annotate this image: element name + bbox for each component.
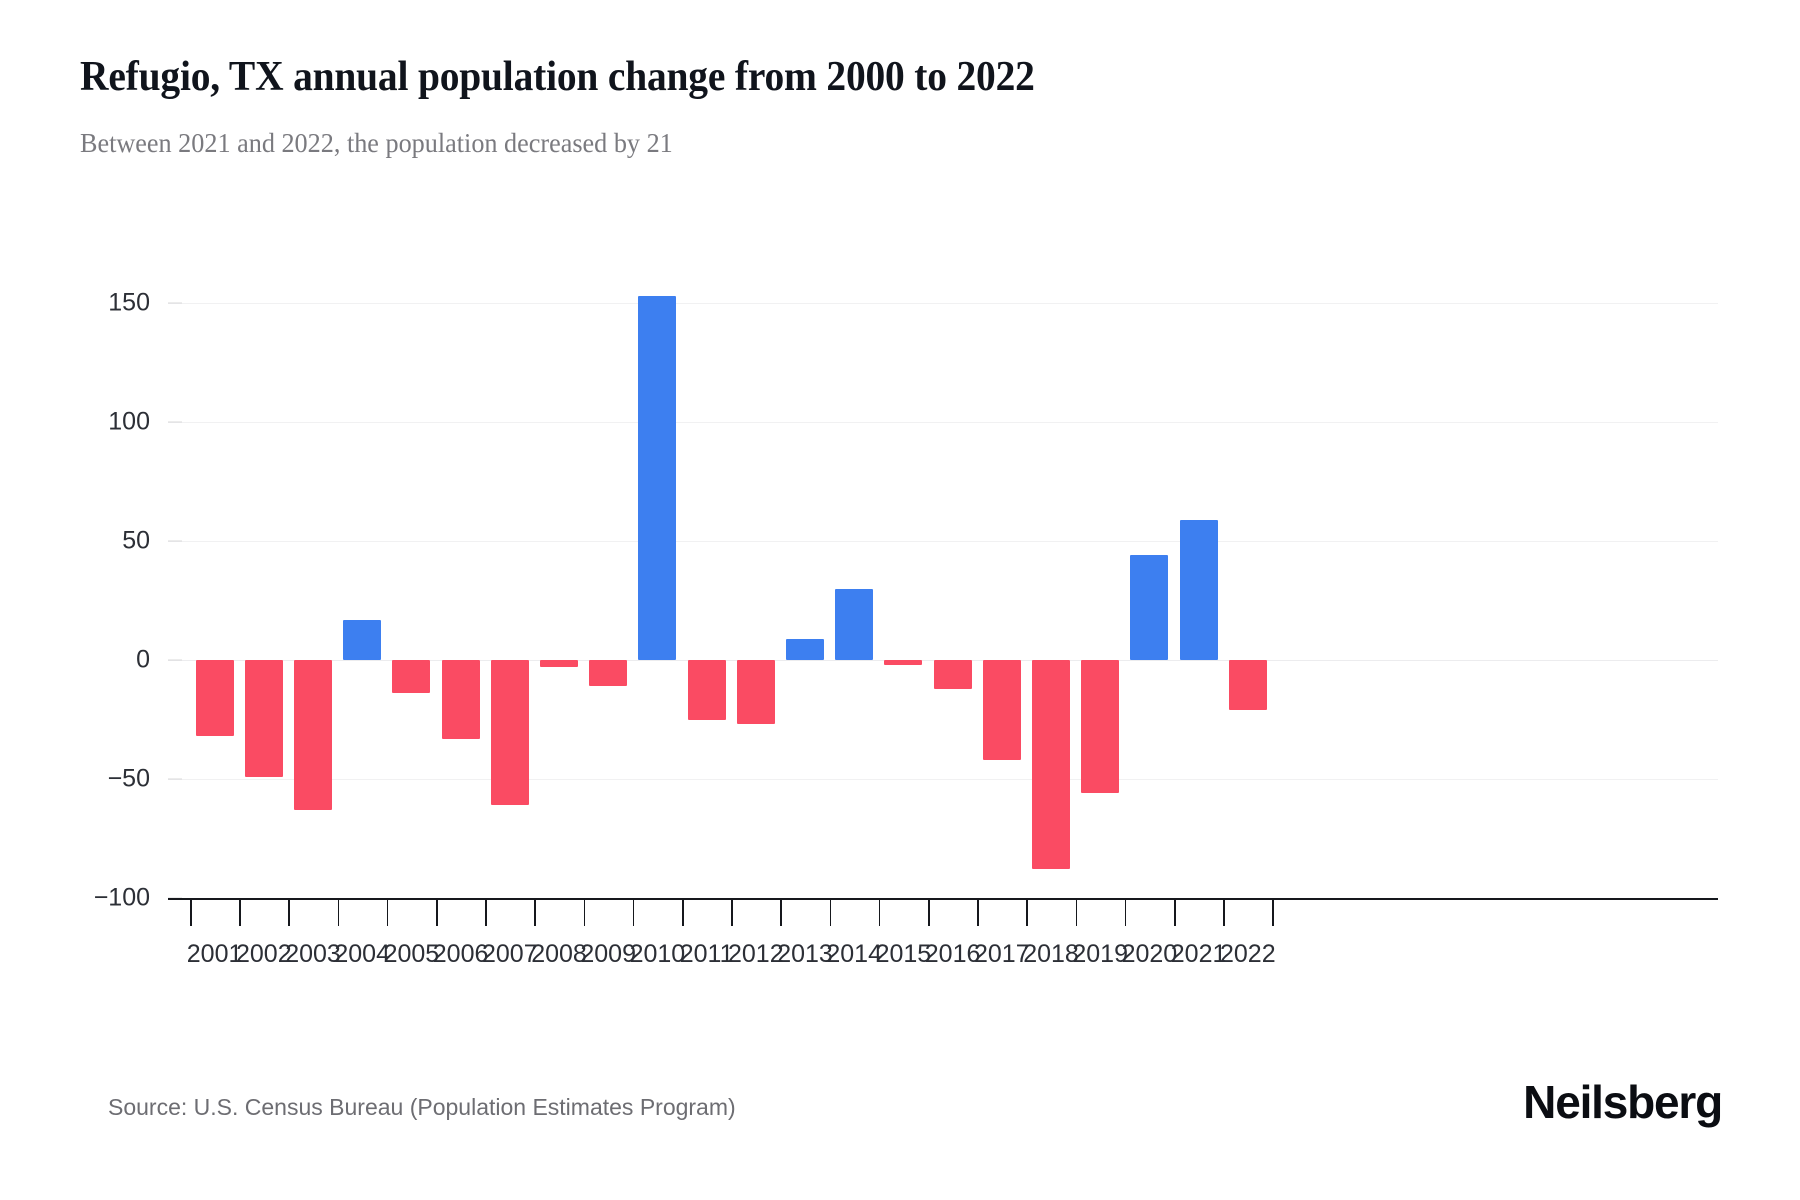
x-axis-label-2015: 2015 <box>875 940 932 968</box>
bar-2013[interactable] <box>786 638 824 660</box>
x-tick-mark-2014 <box>829 898 832 926</box>
x-axis-label-2012: 2012 <box>727 940 784 968</box>
x-axis-label-2005: 2005 <box>383 940 440 968</box>
y-axis-label-0: 0 <box>136 645 150 674</box>
x-tick-mark-2013 <box>780 898 782 926</box>
x-axis-label-2002: 2002 <box>235 940 292 968</box>
bar-2002[interactable] <box>244 660 283 777</box>
x-axis-label-2004: 2004 <box>334 940 390 968</box>
x-axis-label-2017: 2017 <box>973 940 1030 968</box>
x-axis-label-2009: 2009 <box>580 940 636 968</box>
y-axis-label--100: −100 <box>93 883 150 912</box>
x-tick-mark-2006 <box>436 898 438 926</box>
chart-subtitle: Between 2021 and 2022, the population de… <box>80 128 673 158</box>
x-tick-mark-2005 <box>386 898 389 926</box>
x-axis-label-2007: 2007 <box>481 940 538 968</box>
x-tick-mark-2001 <box>190 898 192 926</box>
x-tick-mark-2020 <box>1124 898 1127 926</box>
x-tick-mark-2010 <box>632 898 635 926</box>
x-axis-label-2018: 2018 <box>1023 940 1079 968</box>
x-tick-mark-2016 <box>928 898 930 926</box>
x-tick-mark-2017 <box>977 898 979 926</box>
y-axis-label-50: 50 <box>122 526 150 555</box>
x-axis-label-2006: 2006 <box>432 940 489 968</box>
x-axis-label-2019: 2019 <box>1072 940 1128 968</box>
bar-2008[interactable] <box>540 660 578 668</box>
x-tick-mark-2009 <box>583 898 586 926</box>
x-axis-line <box>168 898 1718 900</box>
x-tick-mark-2004 <box>337 898 340 926</box>
chart-title: Refugio, TX annual population change fro… <box>80 54 1035 100</box>
x-tick-mark-2011 <box>682 898 684 926</box>
bar-2015[interactable] <box>884 660 923 665</box>
bar-2019[interactable] <box>1081 660 1120 794</box>
gridline-50 <box>168 541 1718 542</box>
bar-2010[interactable] <box>638 295 677 660</box>
brand-logo: Neilsberg <box>1523 1076 1723 1128</box>
source-note: Source: U.S. Census Bureau (Population E… <box>108 1094 736 1120</box>
plot-area: 150 100 50 0 −50 −100 2001 2002 2003 2004 2005 2006… <box>94 270 1718 968</box>
x-axis-label-2020: 2020 <box>1121 940 1178 968</box>
x-tick-mark-2022 <box>1223 898 1225 926</box>
x-tick-mark-2002 <box>239 898 241 926</box>
x-axis-label-2008: 2008 <box>531 940 587 968</box>
bar-2004[interactable] <box>343 619 382 660</box>
x-axis-label-2022: 2022 <box>1219 940 1276 968</box>
bar-2014[interactable] <box>835 588 874 660</box>
bar-2017[interactable] <box>982 660 1021 760</box>
bar-2001[interactable] <box>195 660 234 737</box>
gridline-100 <box>168 422 1718 423</box>
x-tick-mark-2012 <box>731 898 733 926</box>
x-axis-label-2014: 2014 <box>826 940 882 968</box>
x-tick-mark-end <box>1272 898 1274 926</box>
y-axis-label--50: −50 <box>107 764 150 793</box>
x-tick-mark-2008 <box>534 898 536 926</box>
x-tick-mark-2007 <box>485 898 487 926</box>
x-axis-label-2003: 2003 <box>285 940 341 968</box>
y-axis-label-150: 150 <box>108 288 150 317</box>
y-tick-mark <box>168 778 182 780</box>
bar-2012[interactable] <box>736 660 775 725</box>
y-tick-mark <box>168 421 182 423</box>
x-axis-label-2016: 2016 <box>924 940 981 968</box>
bar-2006[interactable] <box>441 660 480 739</box>
bar-2020[interactable] <box>1130 555 1169 660</box>
bar-2007[interactable] <box>490 660 529 806</box>
bar-2021[interactable] <box>1179 519 1218 660</box>
bar-2016[interactable] <box>933 660 972 689</box>
y-axis-label-100: 100 <box>108 407 150 436</box>
bar-2005[interactable] <box>392 660 431 694</box>
bar-2011[interactable] <box>687 660 726 720</box>
bar-2003[interactable] <box>294 660 332 810</box>
y-tick-mark <box>168 659 182 661</box>
y-tick-mark <box>168 540 182 542</box>
y-tick-mark <box>168 302 182 304</box>
x-axis-label-2021: 2021 <box>1170 940 1227 968</box>
x-tick-mark-2018 <box>1026 898 1028 926</box>
bar-2018[interactable] <box>1032 660 1070 870</box>
x-tick-mark-2021 <box>1174 898 1176 926</box>
x-axis-label-2013: 2013 <box>777 940 833 968</box>
bar-2009[interactable] <box>589 660 628 687</box>
x-tick-mark-2015 <box>878 898 881 926</box>
x-tick-mark-2019 <box>1075 898 1078 926</box>
x-axis-label-2011: 2011 <box>679 940 734 968</box>
gridline-150 <box>168 303 1718 304</box>
gridline--50 <box>168 779 1718 780</box>
x-axis-label-2010: 2010 <box>629 940 686 968</box>
x-tick-mark-2003 <box>288 898 290 926</box>
x-axis-label-2001: 2001 <box>186 940 243 968</box>
bar-2022[interactable] <box>1228 660 1267 710</box>
